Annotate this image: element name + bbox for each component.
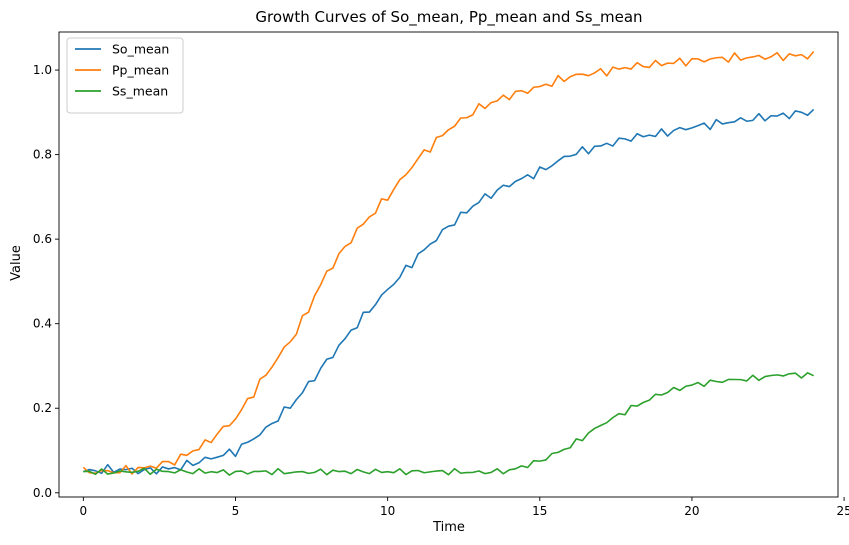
x-tick-label: 0 — [80, 504, 88, 518]
legend: So_mean Pp_mean Ss_mean — [66, 37, 184, 114]
x-tick-label: 20 — [684, 504, 699, 518]
series-line-pp-mean — [82, 50, 815, 475]
x-tick-label: 10 — [380, 504, 395, 518]
y-tick-label: 1.0 — [33, 63, 52, 77]
x-axis-label: Time — [432, 520, 465, 535]
legend-box — [66, 37, 184, 114]
series-line-so-mean — [83, 108, 815, 475]
legend-label-ss-mean: Ss_mean — [112, 84, 168, 99]
plot-frame — [58, 31, 839, 498]
chart-title: Growth Curves of So_mean, Pp_mean and Ss… — [255, 8, 642, 27]
x-tick-label: 5 — [232, 504, 240, 518]
legend-label-so-mean: So_mean — [112, 42, 169, 57]
y-tick-label: 0.8 — [33, 148, 52, 162]
y-tick-label: 0.0 — [33, 486, 52, 500]
y-axis-label: Value — [9, 245, 24, 281]
x-tick-label: 15 — [532, 504, 547, 518]
plot-area: 0 5 10 15 20 25 0.0 0.2 0.4 0.6 0.8 1.0 — [33, 31, 849, 518]
y-tick-label: 0.4 — [33, 317, 52, 331]
x-tick-label: 25 — [836, 504, 849, 518]
y-tick-label: 0.2 — [33, 401, 52, 415]
legend-label-pp-mean: Pp_mean — [112, 63, 169, 78]
series-line-ss-mean — [83, 372, 815, 476]
y-tick-label: 0.6 — [33, 232, 52, 246]
